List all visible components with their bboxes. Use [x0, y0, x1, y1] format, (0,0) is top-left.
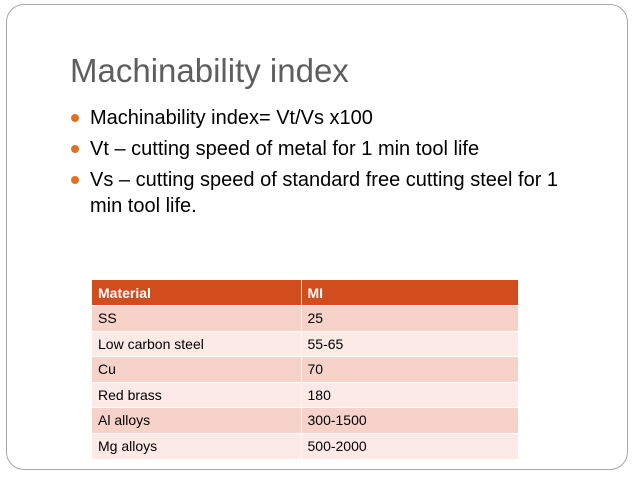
mi-cell: 300-1500: [301, 407, 518, 433]
machinability-table-container: Material MI SS 25 Low carbon steel 55-65…: [92, 280, 518, 459]
table-row: Al alloys 300-1500: [92, 407, 518, 433]
material-cell: SS: [92, 305, 302, 331]
mi-cell: 180: [301, 381, 518, 408]
bullet-text: Vt – cutting speed of metal for 1 min to…: [90, 138, 480, 160]
material-cell: Cu: [92, 356, 302, 382]
mi-cell: 70: [301, 356, 518, 382]
table-row: Red brass 180: [92, 381, 518, 408]
bullet-dot-icon: [71, 176, 79, 184]
table-header-row: Material MI: [92, 280, 518, 306]
bullet-item: Vt – cutting speed of metal for 1 min to…: [71, 136, 591, 162]
table-row: Mg alloys 500-2000: [92, 432, 518, 459]
material-cell: Low carbon steel: [92, 330, 302, 357]
material-cell: Red brass: [92, 381, 302, 408]
column-header-material: Material: [92, 280, 302, 306]
bullet-item: Vs – cutting speed of standard free cutt…: [71, 167, 591, 219]
column-header-mi: MI: [301, 280, 518, 306]
slide-title: Machinability index: [70, 52, 349, 89]
mi-cell: 55-65: [301, 330, 518, 357]
material-cell: Mg alloys: [92, 432, 302, 459]
mi-cell: 500-2000: [301, 432, 518, 459]
bullet-dot-icon: [71, 145, 79, 153]
machinability-table: Material MI SS 25 Low carbon steel 55-65…: [92, 280, 518, 459]
bullet-text: Machinability index= Vt/Vs x100: [90, 107, 373, 129]
bullet-dot-icon: [71, 114, 79, 122]
bullet-list: Machinability index= Vt/Vs x100 Vt – cut…: [71, 105, 591, 224]
table-row: SS 25: [92, 305, 518, 331]
mi-cell: 25: [301, 305, 518, 331]
bullet-text: Vs – cutting speed of standard free cutt…: [90, 169, 559, 217]
material-cell: Al alloys: [92, 407, 302, 433]
table-row: Low carbon steel 55-65: [92, 330, 518, 357]
bullet-item: Machinability index= Vt/Vs x100: [71, 105, 591, 131]
table-row: Cu 70: [92, 356, 518, 382]
